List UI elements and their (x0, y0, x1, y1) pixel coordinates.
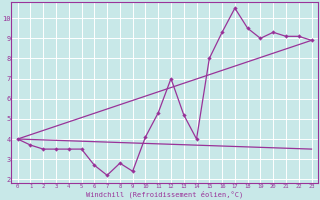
X-axis label: Windchill (Refroidissement éolien,°C): Windchill (Refroidissement éolien,°C) (86, 190, 243, 198)
